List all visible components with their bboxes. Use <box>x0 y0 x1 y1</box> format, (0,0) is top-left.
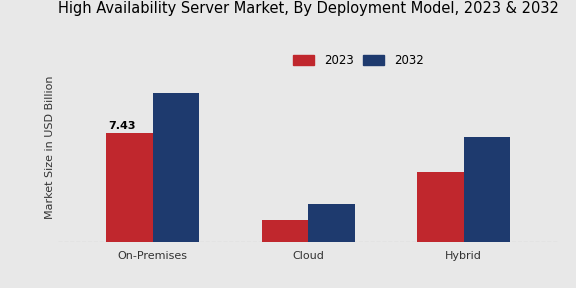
Y-axis label: Market Size in USD Billion: Market Size in USD Billion <box>45 75 55 219</box>
Title: High Availability Server Market, By Deployment Model, 2023 & 2032: High Availability Server Market, By Depl… <box>58 1 559 16</box>
Bar <box>106 133 153 242</box>
Legend: 2023, 2032: 2023, 2032 <box>293 54 423 67</box>
Bar <box>308 204 355 242</box>
Bar <box>153 93 199 242</box>
Bar <box>464 137 510 242</box>
Text: 7.43: 7.43 <box>108 121 136 131</box>
Bar <box>417 172 464 242</box>
Bar <box>262 220 308 242</box>
